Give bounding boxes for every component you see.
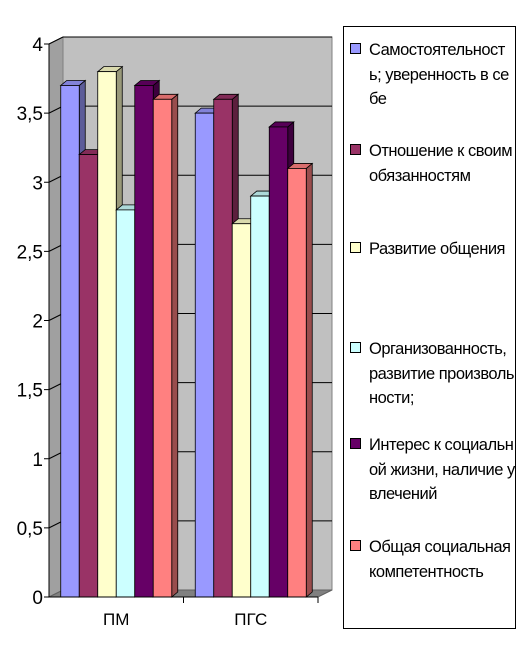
bar-front: [115, 209, 136, 598]
bar-front: [250, 195, 270, 598]
bar-front: [78, 154, 99, 598]
y-tick-labels: 0 0,5 1 1,5 2 2,5 3 3,5 4: [17, 35, 44, 609]
x-tick-label: ПГС: [234, 610, 267, 629]
legend-swatch: [350, 342, 361, 353]
y-tick-label: 0: [32, 588, 43, 609]
legend-label: Отношение к своим обязанностям: [369, 142, 513, 185]
bar-front: [213, 98, 233, 598]
legend-swatch: [350, 43, 361, 54]
legend-label: Развитие общения: [369, 240, 506, 258]
bar-front: [152, 98, 173, 598]
x-tick-labels: ПМ ПГС: [103, 610, 267, 629]
axes: [44, 43, 319, 603]
bar-front: [268, 126, 289, 598]
bar: [152, 93, 179, 598]
y-tick-label: 4: [32, 35, 43, 56]
y-tick-label: 3,5: [17, 104, 43, 125]
legend-label: Организованность, развитие произвольност…: [369, 340, 514, 407]
legend-label: Самостоятельность; уверенность в себе: [369, 41, 509, 108]
legend-label: Интерес к социальной жизни, наличие увле…: [369, 436, 515, 503]
legend-swatch: [350, 242, 361, 253]
bar: [286, 162, 314, 598]
bars: [59, 65, 314, 598]
y-tick-label: 2: [32, 312, 43, 333]
y-tick-label: 2,5: [17, 242, 43, 263]
legend-swatch: [350, 540, 361, 551]
bar-side: [171, 93, 179, 598]
y-tick-label: 3: [32, 173, 43, 194]
x-tick-label: ПМ: [103, 610, 129, 629]
gridline-side: [48, 36, 64, 45]
bar-front: [97, 71, 117, 598]
bar-front: [60, 85, 80, 598]
y-tick-label: 0,5: [17, 519, 43, 540]
legend-label: Общая социальная компетентность: [369, 538, 511, 581]
bar-front: [287, 168, 307, 598]
legend: Самостоятельность; уверенность в себе Отн…: [343, 26, 516, 629]
bar-chart: 0 0,5 1 1,5 2 2,5 3 3,5 4 ПМ ПГС: [17, 35, 333, 629]
bar-front: [194, 112, 215, 598]
bar-front: [134, 85, 154, 598]
y-tick-label: 1,5: [17, 381, 43, 402]
bar-front: [231, 223, 252, 598]
legend-swatch: [350, 438, 361, 449]
legend-swatch: [350, 144, 361, 155]
bar-side: [305, 162, 313, 598]
y-tick-label: 1: [32, 450, 43, 471]
